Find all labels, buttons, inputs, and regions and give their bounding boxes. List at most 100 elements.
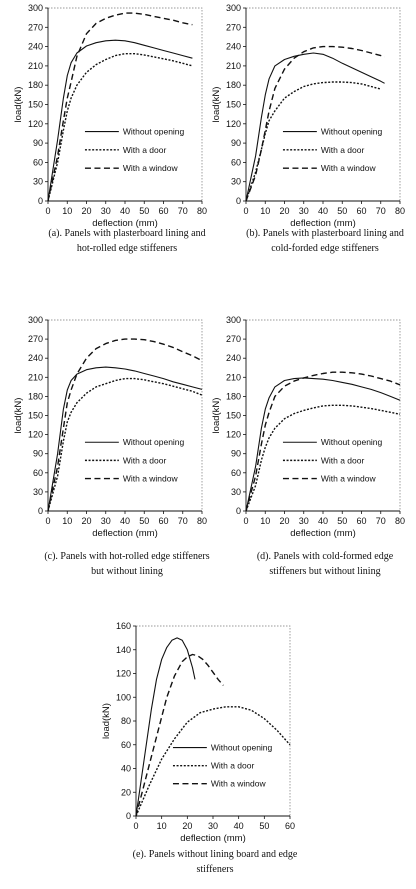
y-tick-label: 150 <box>28 100 43 110</box>
y-tick-label: 120 <box>226 430 241 440</box>
chart-4: 0 10 20 30 40 50 60 70 80 0 30 60 90 120 150 180 210 240 2… <box>211 315 405 577</box>
x-tick-label: 20 <box>279 206 289 216</box>
y-tick-label: 90 <box>33 138 43 148</box>
x-tick-label: 50 <box>259 821 269 831</box>
chart-caption: (c). Panels with hot-rolled edge stiffen… <box>44 551 209 562</box>
legend-label-1: Without opening <box>123 437 185 447</box>
y-tick-label: 30 <box>231 487 241 497</box>
y-tick-label: 300 <box>28 3 43 13</box>
chart-caption: cold-forded edge stiffeners <box>271 243 379 254</box>
legend-label-1: Without opening <box>321 127 383 137</box>
chart-caption: but without lining <box>91 566 163 577</box>
x-axis-label: deflection (mm) <box>92 528 157 539</box>
y-tick-label: 150 <box>226 100 241 110</box>
x-tick-label: 70 <box>376 516 386 526</box>
series-line-3 <box>245 45 385 202</box>
legend-label-3: With a window <box>211 779 267 789</box>
x-tick-label: 50 <box>139 516 149 526</box>
y-tick-label: 300 <box>226 315 241 325</box>
y-tick-label: 210 <box>226 372 241 382</box>
y-tick-label: 100 <box>116 692 131 702</box>
x-tick-label: 10 <box>260 206 270 216</box>
x-tick-label: 10 <box>260 516 270 526</box>
x-tick-label: 40 <box>318 206 328 216</box>
y-tick-label: 270 <box>226 334 241 344</box>
series-line-2 <box>135 706 291 817</box>
x-axis-label: deflection (mm) <box>180 833 245 844</box>
x-axis-label: deflection (mm) <box>92 218 157 229</box>
y-tick-label: 30 <box>33 487 43 497</box>
series-line-1 <box>47 39 193 202</box>
x-axis-label: deflection (mm) <box>290 528 355 539</box>
y-tick-label: 120 <box>116 669 131 679</box>
y-tick-label: 140 <box>116 645 131 655</box>
y-tick-label: 40 <box>121 764 131 774</box>
plot-frame <box>246 319 401 511</box>
y-tick-label: 30 <box>33 177 43 187</box>
y-tick-label: 180 <box>226 391 241 401</box>
y-tick-label: 160 <box>116 621 131 631</box>
x-tick-label: 80 <box>395 516 405 526</box>
y-tick-label: 270 <box>28 334 43 344</box>
y-tick-label: 150 <box>28 411 43 421</box>
y-tick-label: 210 <box>226 61 241 71</box>
y-tick-label: 240 <box>28 353 43 363</box>
x-tick-label: 0 <box>45 516 50 526</box>
y-axis-label: load(kN) <box>211 87 222 123</box>
x-tick-label: 60 <box>356 516 366 526</box>
y-tick-label: 90 <box>33 449 43 459</box>
x-tick-label: 70 <box>178 206 188 216</box>
x-tick-label: 20 <box>81 206 91 216</box>
y-tick-label: 0 <box>236 196 241 206</box>
y-tick-label: 120 <box>28 119 43 129</box>
y-tick-label: 60 <box>231 468 241 478</box>
series-line-2 <box>47 53 193 202</box>
x-tick-label: 60 <box>285 821 295 831</box>
legend-label-3: With a window <box>321 474 377 484</box>
y-tick-label: 0 <box>236 506 241 516</box>
x-tick-label: 30 <box>101 516 111 526</box>
legend-label-2: With a door <box>123 455 167 465</box>
chart-1: 0 10 20 30 40 50 60 70 80 0 30 60 90 120 150 180 210 240 2… <box>13 3 207 254</box>
chart-3: 0 10 20 30 40 50 60 70 80 0 30 60 90 120 150 180 210 240 2… <box>13 315 210 577</box>
y-tick-label: 150 <box>226 411 241 421</box>
plot-frame <box>48 7 203 201</box>
chart-caption: (e). Panels without lining board and edg… <box>133 849 298 860</box>
x-tick-label: 10 <box>62 516 72 526</box>
y-tick-label: 180 <box>28 80 43 90</box>
y-axis-label: load(kN) <box>13 87 24 123</box>
x-tick-label: 30 <box>101 206 111 216</box>
plot-frame <box>136 625 291 816</box>
x-tick-label: 60 <box>356 206 366 216</box>
chart-caption: (d). Panels with cold-formed edge <box>257 551 394 562</box>
y-tick-label: 90 <box>231 138 241 148</box>
series-line-2 <box>47 377 203 512</box>
y-tick-label: 20 <box>121 787 131 797</box>
x-tick-label: 10 <box>157 821 167 831</box>
y-tick-label: 240 <box>226 353 241 363</box>
x-tick-label: 10 <box>62 206 72 216</box>
plot-frame <box>48 319 203 511</box>
y-tick-label: 30 <box>231 177 241 187</box>
series-line-3 <box>47 12 193 202</box>
x-tick-label: 0 <box>243 516 248 526</box>
y-tick-label: 60 <box>231 157 241 167</box>
y-tick-label: 0 <box>38 506 43 516</box>
legend-label-3: With a window <box>123 474 179 484</box>
x-tick-label: 80 <box>395 206 405 216</box>
y-tick-label: 120 <box>28 430 43 440</box>
y-tick-label: 60 <box>33 157 43 167</box>
y-tick-label: 60 <box>121 740 131 750</box>
y-tick-label: 210 <box>28 372 43 382</box>
y-tick-label: 90 <box>231 449 241 459</box>
series-line-3 <box>245 371 401 512</box>
legend-label-2: With a door <box>211 761 255 771</box>
x-tick-label: 50 <box>337 206 347 216</box>
chart-caption: (a). Panels with plasterboard lining and <box>48 228 205 239</box>
chart-caption: stiffeners <box>196 864 233 875</box>
x-tick-label: 50 <box>139 206 149 216</box>
x-tick-label: 20 <box>279 516 289 526</box>
x-tick-label: 0 <box>45 206 50 216</box>
x-tick-label: 40 <box>234 821 244 831</box>
